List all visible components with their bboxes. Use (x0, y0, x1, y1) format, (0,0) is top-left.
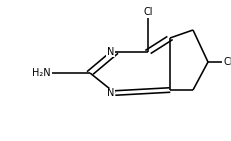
Text: N: N (106, 47, 114, 57)
Text: H₂N: H₂N (32, 68, 51, 78)
Text: N: N (106, 88, 114, 98)
Text: Cl: Cl (143, 7, 152, 17)
Text: CH₃: CH₃ (222, 57, 231, 67)
